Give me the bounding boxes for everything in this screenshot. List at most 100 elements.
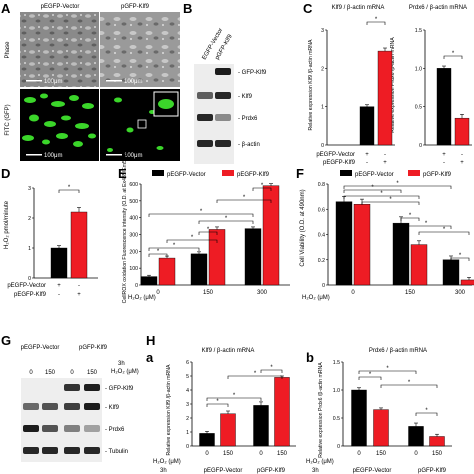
- panel-hb-group-vector: pEGFP-Vector: [353, 468, 392, 474]
- panel-a-col-label-vector: pEGFP-Vector: [41, 4, 80, 10]
- panel-hb-chart-y-tick-label: 0: [337, 444, 340, 450]
- panel-e-chart-sig-bracket: [198, 231, 218, 235]
- panel-f-chart-y-tick-label: 0.6: [318, 207, 325, 213]
- fitc-inset-marker: [137, 119, 147, 129]
- blot-g-band: [23, 403, 39, 410]
- panel-e-chart-y-tick-label: 300: [129, 233, 138, 239]
- panel-f-chart-bar: [353, 203, 371, 286]
- panel-ha-chart-sig-star: *: [270, 365, 273, 371]
- panel-e-chart-y-tick-label: 600: [129, 182, 138, 188]
- panel-hb-ylabel: Relative expression Prdx6 /β-actin mRNA: [318, 362, 324, 458]
- panel-ha-chart-sig-bracket: [260, 369, 283, 373]
- panel-h-letter: H: [146, 333, 155, 348]
- panel-d-chart: 0 1 2 3 *: [28, 185, 98, 282]
- blot-g-band: [64, 447, 80, 454]
- panel-hb-xlabel: H₂O₂ (μM): [306, 459, 334, 465]
- panel-c: C Klf9 / β-actin mRNA Prdx6 / β-actin mR…: [303, 1, 472, 166]
- panel-f-chart-sig-bracket: [343, 185, 452, 189]
- panel-e-category-label: 0: [156, 290, 160, 296]
- panel-c-chart2-ylabel: Relative expression Prdx6 /β-actin mRNA: [390, 37, 396, 133]
- panel-ha-group-klf9: pGFP-Klf9: [257, 468, 286, 474]
- panel-d-chart-sig-star: *: [68, 185, 71, 191]
- panel-c-sign: -: [366, 160, 368, 166]
- panel-f-chart-sig-star: *: [443, 227, 446, 233]
- panel-d-sign: -: [78, 283, 80, 289]
- panel-hb-chart-y-tick-label: 0.5: [333, 416, 340, 422]
- panel-e-legend-swatch-klf9: [222, 170, 234, 176]
- panel-e-chart-bar: [244, 228, 262, 286]
- panel-hb-chart-sig-bracket: [358, 376, 382, 380]
- panel-e-chart-bar: [190, 253, 208, 286]
- panel-f-chart-sig-star: *: [371, 185, 374, 191]
- scale-label-phase-vector: 100μm: [44, 79, 62, 85]
- panel-hb-chart-bar: [429, 436, 445, 447]
- panel-e-chart-bar: [208, 229, 226, 286]
- fitc-inset-cell: [158, 99, 174, 109]
- panel-f-chart-y-tick-label: 0.4: [318, 233, 325, 239]
- panel-e-chart-sig-star: *: [191, 235, 194, 241]
- panel-f-chart-y-tick-label: 0.8: [318, 182, 325, 188]
- scale-bar-phase-vector: [26, 80, 42, 82]
- panel-hb-chart-sig-bracket: [380, 384, 438, 388]
- panel-a-row-label-phase: Phase: [5, 41, 11, 59]
- panel-c-chart2-y-tick-label: 1.5: [415, 28, 422, 34]
- panel-hb-chart-category-label: 150: [376, 451, 387, 457]
- panel-ha-chart-bar: [220, 413, 236, 447]
- panel-e-chart-y-tick-label: 500: [129, 199, 138, 205]
- scale-bar-fitc-vector: [26, 154, 42, 156]
- panel-f-chart-sig-bracket: [418, 231, 470, 235]
- blot-g-bands: - GFP-Klf9 - Klf9 - Prdx6 - Tubulin: [23, 384, 134, 455]
- panel-b: B EGFP-Vector pGFP-Klf9 - GFP-Klf9- Klf9…: [183, 1, 267, 164]
- panel-d-chart-y-tick-label: 1: [28, 246, 31, 252]
- panel-d-letter: D: [1, 166, 10, 181]
- panel-c-chart2-y-tick-label: 0.5: [415, 105, 422, 111]
- panel-c-sign: -: [443, 160, 445, 166]
- panel-a-letter: A: [1, 1, 11, 16]
- panel-d-sign: +: [57, 283, 61, 289]
- panel-c-sign: +: [383, 160, 387, 166]
- panel-d-chart-y-tick-label: 3: [28, 186, 31, 192]
- panel-c-chart1-ylabel: Relative expression Klf9 /β-actin mRNA: [308, 39, 314, 130]
- panel-ha-chart-y-tick-label: 0: [186, 444, 189, 450]
- panel-f-chart-sig-star: *: [425, 221, 428, 227]
- panel-f-chart-sig-bracket: [343, 195, 420, 199]
- panel-f-chart-sig-bracket: [450, 257, 470, 261]
- blot-g-band: [23, 425, 39, 432]
- panel-f-letter: F: [296, 166, 304, 181]
- panel-ha-chart-y-tick-label: 5: [186, 374, 189, 380]
- blot-b-band: [197, 114, 213, 121]
- panel-e-chart-y-tick-label: 100: [129, 266, 138, 272]
- blot-b-band-label: - Prdx6: [238, 116, 258, 122]
- panel-g-conc-3: 0: [70, 370, 74, 376]
- panel-f-chart-y-tick-label: 0: [322, 283, 325, 289]
- panel-g-time: 3h: [118, 361, 125, 367]
- panel-ha-chart-sig-star: *: [233, 393, 236, 399]
- panel-f-ylabel: Cell Viability (O.D. at 490nm): [300, 189, 306, 266]
- blot-b-band: [215, 140, 231, 147]
- panel-g-group-label-klf9: pGFP-Klf9: [79, 345, 108, 351]
- panel-ha-chart-y-tick-label: 2: [186, 416, 189, 422]
- blot-g-band-label: - Prdx6: [105, 427, 125, 433]
- panel-e-chart-sig-bracket: [148, 253, 168, 257]
- blot-g-band: [64, 425, 80, 432]
- panel-ha-group-vector: pEGFP-Vector: [204, 468, 243, 474]
- panel-hb-time: 3h: [312, 468, 319, 474]
- blot-b-band-label: - GFP-Klf9: [238, 70, 267, 76]
- panel-e-chart: 0 100 200 300 400 500 600 * * * * * * * * 0 150 300: [129, 182, 290, 296]
- panel-f-chart-sig-bracket: [361, 201, 420, 205]
- blot-g-band: [42, 425, 58, 432]
- panel-f-chart-bar: [442, 259, 460, 286]
- panel-c-chart2-sig-bracket: [443, 55, 463, 59]
- panel-e-chart-sig-star: *: [243, 195, 246, 201]
- scale-label-phase-klf9: 100μm: [124, 79, 142, 85]
- panel-f-chart-sig-star: *: [380, 191, 383, 197]
- panel-c-chart1-bar: [377, 50, 393, 146]
- scale-bar-fitc-klf9: [106, 154, 122, 156]
- panel-e-chart-sig-bracket: [148, 247, 200, 251]
- scale-bar-phase-klf9: [106, 80, 122, 82]
- panel-e-chart-bar: [158, 257, 176, 286]
- blot-g-band: [84, 384, 100, 391]
- panel-e-chart-sig-star: *: [207, 227, 210, 233]
- panel-f-legend-vector: pEGFP-Vector: [355, 172, 394, 178]
